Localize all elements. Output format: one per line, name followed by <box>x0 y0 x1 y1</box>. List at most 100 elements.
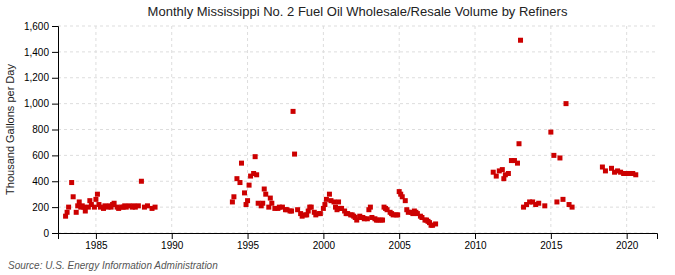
point <box>331 199 336 204</box>
x-tick-mark <box>399 233 400 239</box>
chart: 1985 1990 1995 2000 2005 2010 2015 2020 0 200 400 6… <box>0 0 675 275</box>
x-tick-label: 2000 <box>313 240 336 251</box>
annotation: Source: U.S. Energy Information Administ… <box>8 260 218 271</box>
point <box>570 205 575 210</box>
point <box>92 205 97 210</box>
point <box>403 198 408 203</box>
x-tick-label: 1990 <box>161 240 184 251</box>
y-tick-mark <box>52 130 58 131</box>
y-tick-label: 1,200 <box>24 72 49 83</box>
point <box>239 161 244 166</box>
y-tick-mark <box>52 155 58 156</box>
x-tick-mark <box>96 233 97 239</box>
x-grid-line <box>323 26 324 233</box>
point <box>365 216 370 221</box>
point <box>368 205 373 210</box>
points <box>63 38 638 228</box>
y-axis: 02004006008001,0001,2001,4001,600 <box>24 21 59 239</box>
point <box>268 196 273 201</box>
point <box>260 201 265 206</box>
x-grid-line <box>550 26 551 233</box>
point <box>551 153 556 158</box>
point <box>145 203 150 208</box>
x-tick: 2015 <box>540 233 563 251</box>
point <box>554 199 559 204</box>
point <box>139 179 144 184</box>
y-tick-mark <box>52 233 58 234</box>
y-tick-label: 400 <box>32 176 49 187</box>
y-grid-line <box>58 129 657 130</box>
point <box>318 211 323 216</box>
point <box>506 171 511 176</box>
point <box>517 141 522 146</box>
y-tick-label: 1,400 <box>24 47 49 58</box>
point <box>536 201 541 206</box>
x-grid-line <box>171 26 172 233</box>
point <box>254 172 259 177</box>
point <box>245 198 250 203</box>
point <box>95 192 100 197</box>
point <box>69 180 74 185</box>
y-tick-mark <box>52 78 58 79</box>
point <box>548 130 553 135</box>
point <box>291 109 296 114</box>
point <box>71 194 76 199</box>
x-grid-line <box>475 26 476 233</box>
point <box>93 197 98 202</box>
point <box>237 180 242 185</box>
y-tick-label: 600 <box>32 150 49 161</box>
y-tick: 1,400 <box>24 47 58 58</box>
point <box>395 212 400 217</box>
x-tick: 2010 <box>464 233 487 251</box>
x-tick-label: 2020 <box>616 240 639 251</box>
point <box>242 190 247 195</box>
point <box>292 152 297 157</box>
x-tick: 2020 <box>616 233 639 251</box>
y-tick: 600 <box>32 150 58 161</box>
y-tick: 200 <box>32 202 58 213</box>
point <box>500 167 505 172</box>
y-tick: 1,000 <box>24 98 58 109</box>
point <box>542 203 547 208</box>
point <box>289 209 294 214</box>
point <box>564 101 569 106</box>
point <box>136 203 141 208</box>
y-tick-mark <box>52 26 58 27</box>
point <box>230 199 235 204</box>
point <box>494 174 499 179</box>
point <box>515 161 520 166</box>
x-tick-label: 1985 <box>85 240 108 251</box>
x-tick-label: 1995 <box>237 240 260 251</box>
point <box>269 201 274 206</box>
point <box>324 197 329 202</box>
point <box>603 168 608 173</box>
x-tick-mark <box>475 233 476 239</box>
y-grid-line <box>58 26 657 27</box>
plot: 1985 1990 1995 2000 2005 2010 2015 2020 0 200 400 6… <box>24 21 658 251</box>
y-tick-label: 0 <box>43 228 49 239</box>
x-tick: 2005 <box>389 233 412 251</box>
title: Monthly Mississippi No. 2 Fuel Oil Whole… <box>148 4 568 19</box>
y-grid-line <box>58 155 657 156</box>
point <box>560 197 565 202</box>
point <box>327 192 332 197</box>
y-grid-line <box>58 51 657 52</box>
point <box>153 205 158 210</box>
point <box>263 192 268 197</box>
x-tick-label: 2005 <box>389 240 412 251</box>
y-tick-mark <box>52 52 58 53</box>
x-tick: 1995 <box>237 233 260 251</box>
y-grid-line <box>58 181 657 182</box>
point <box>253 154 258 159</box>
y-tick-label: 200 <box>32 202 49 213</box>
y-tick: 1,200 <box>24 72 58 83</box>
point <box>633 172 638 177</box>
y-tick-label: 1,000 <box>24 98 49 109</box>
y-tick: 0 <box>43 228 58 239</box>
y-axis-title: Thousand Gallons per Day <box>4 64 16 195</box>
point <box>247 183 252 188</box>
y-tick-mark <box>52 104 58 105</box>
x-grid-line <box>95 26 96 233</box>
x-tick-label: 2015 <box>540 240 563 251</box>
point <box>518 38 523 43</box>
